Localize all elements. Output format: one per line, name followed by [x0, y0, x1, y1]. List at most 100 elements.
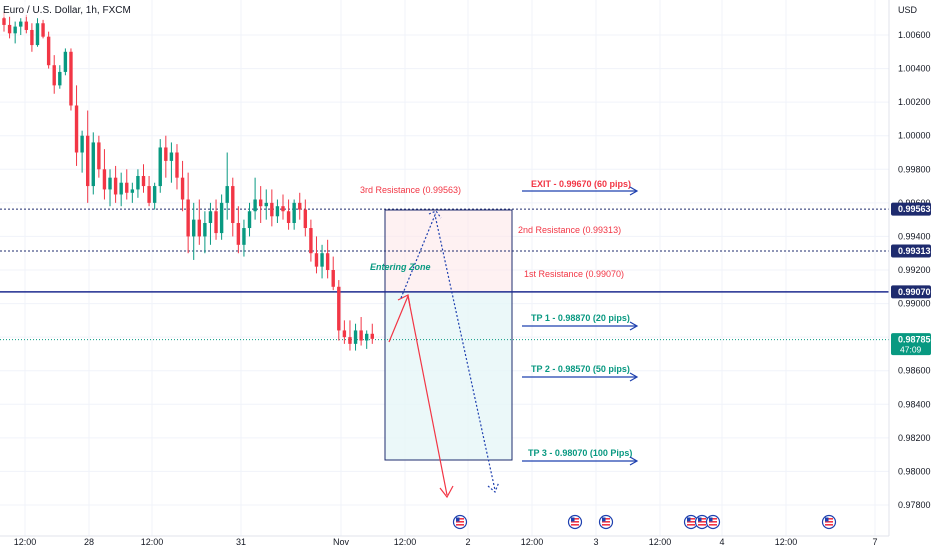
candle-body — [253, 199, 257, 212]
candle-body — [86, 135, 90, 187]
flag-canton — [825, 517, 829, 522]
candle-body — [337, 286, 341, 331]
price-tick-label: 0.97800 — [898, 500, 931, 510]
candle-body — [58, 71, 62, 86]
time-tick-label: 2 — [465, 537, 470, 547]
event-flags — [452, 514, 837, 530]
flag-stripe — [602, 518, 610, 520]
candle-body — [52, 65, 56, 86]
entering-zone-label: Entering Zone — [370, 262, 431, 272]
candle-body — [264, 202, 268, 207]
price-tick-label: 1.00200 — [898, 97, 931, 107]
flag-stripe — [571, 524, 579, 526]
candle-body — [247, 211, 252, 229]
candle-body — [325, 253, 330, 270]
price-tick-label: 1.00400 — [898, 64, 931, 74]
candle-body — [236, 223, 241, 245]
candle-body — [214, 211, 218, 234]
candle-body — [35, 23, 40, 46]
candle-body — [91, 142, 95, 187]
candle-body — [186, 199, 190, 237]
dotted-path — [400, 212, 496, 491]
tp2-label: TP 2 - 0.98570 (50 pips) — [531, 364, 630, 374]
candle-body — [197, 219, 201, 237]
time-tick-label: 4 — [719, 537, 724, 547]
tp3-label: TP 3 - 0.98070 (100 Pips) — [528, 448, 632, 458]
price-tag-box — [891, 244, 931, 258]
tp2-arrowhead — [629, 372, 639, 382]
candle-body — [258, 199, 263, 207]
candle-body — [370, 333, 374, 339]
candle-body — [13, 26, 17, 34]
candle-body — [158, 147, 162, 187]
candle-body — [314, 253, 319, 267]
candle-body — [30, 29, 34, 46]
first-resistance-label: 1st Resistance (0.99070) — [524, 269, 624, 279]
candle-body — [7, 24, 12, 34]
price-tag-text: 0.99070 — [898, 287, 931, 297]
price-tag-box — [891, 202, 931, 216]
candle-body — [63, 51, 68, 72]
candle-body — [175, 152, 179, 178]
currency-label: USD — [898, 5, 918, 15]
tp1-arrowhead — [629, 321, 639, 331]
flag-stripe — [602, 521, 610, 523]
price-tick-label: 0.98400 — [898, 399, 931, 409]
candle-body — [309, 228, 313, 254]
exit-arrowhead — [629, 186, 639, 196]
flag-canton — [571, 517, 575, 522]
candle-body — [180, 177, 185, 200]
flag-stripe — [709, 521, 717, 523]
tp1-label: TP 1 - 0.98870 (20 pips) — [531, 313, 630, 323]
price-axis-ticks: 1.006001.004001.002001.000000.998000.996… — [898, 30, 931, 510]
candle-body — [203, 223, 207, 237]
symbol-title: Euro / U.S. Dollar, 1h, FXCM — [3, 5, 131, 16]
price-tick-label: 0.98000 — [898, 466, 931, 476]
time-tick-label: 28 — [84, 537, 94, 547]
flag-stripe — [687, 521, 695, 523]
price-tag-box — [891, 285, 931, 299]
candle-body — [275, 206, 280, 217]
candle-body — [192, 219, 196, 237]
flag-stripe — [709, 518, 717, 520]
time-tick-label: 12:00 — [649, 537, 672, 547]
candle-body — [348, 337, 352, 344]
candle-body — [219, 202, 224, 234]
candle-body — [164, 147, 168, 161]
candle-body — [225, 186, 229, 203]
flag-stripe — [602, 524, 610, 526]
flag-stripe — [571, 518, 579, 520]
candle-body — [292, 202, 296, 223]
candle-body — [298, 202, 302, 210]
price-tick-label: 0.98600 — [898, 366, 931, 376]
candle-body — [331, 270, 335, 287]
dotted-bottom-arrowhead — [487, 481, 500, 494]
flag-canton — [709, 517, 713, 522]
candle-body — [242, 228, 246, 245]
price-tag-box — [891, 333, 931, 356]
entry-arrowhead — [397, 294, 411, 307]
candle-body — [69, 51, 73, 106]
time-tick-label: 12:00 — [14, 537, 37, 547]
candle-body — [46, 36, 51, 66]
candle-body — [152, 186, 157, 203]
reward-zone — [385, 292, 512, 460]
candle-body — [141, 176, 146, 187]
time-tick-label: Nov — [333, 537, 350, 547]
candle-body — [136, 176, 140, 190]
candle-body — [102, 169, 107, 190]
level-lines — [0, 208, 889, 341]
candle-body — [281, 206, 285, 212]
candle-body — [303, 209, 308, 229]
flag-canton — [456, 517, 460, 522]
flag-stripe — [825, 518, 833, 520]
price-tick-label: 0.99400 — [898, 231, 931, 241]
candle-body — [270, 202, 274, 217]
tp3-arrowhead — [629, 456, 639, 466]
price-tick-label: 0.99000 — [898, 299, 931, 309]
price-tick-label: 0.99800 — [898, 164, 931, 174]
candle-body — [108, 177, 112, 190]
flag-canton — [687, 517, 691, 522]
